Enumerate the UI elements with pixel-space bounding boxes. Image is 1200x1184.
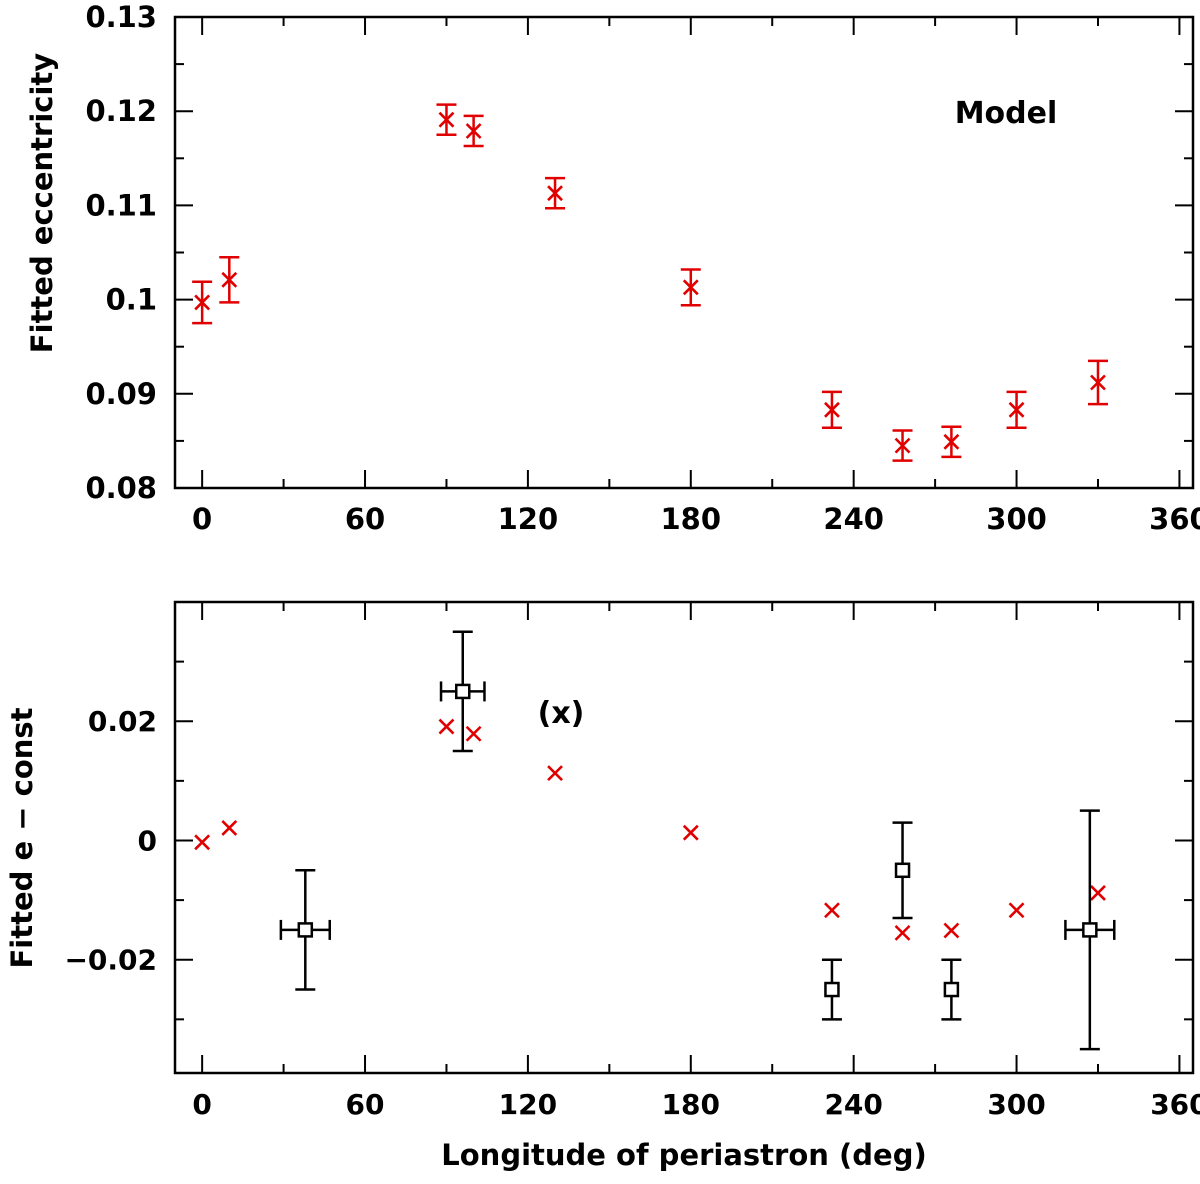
model-point-stroke [1008,401,1025,418]
model-point-stroke [547,185,563,202]
model-point-stroke [547,765,563,782]
model-point [943,922,960,939]
model-point-stroke [194,294,211,311]
panel-top: 0 60 120 180 240 300 360 0.08 0.09 0.1 0.11 0.12 0.1… [25,0,1200,536]
x-tick-label: 180 [662,1088,720,1121]
x-tick-label: 120 [499,1088,557,1121]
model-point-stroke [438,718,455,735]
y-tick-label: 0.08 [85,471,157,505]
observed-point [943,981,960,998]
model-point [1090,374,1106,391]
model-point-stroke [824,902,840,919]
panel-bottom: 0 60 120 180 240 300 360 −0.02 0 0.02 Fitted e − … [5,600,1200,1172]
x-tick-label: 0 [192,1088,211,1121]
y-tick-label: −0.02 [64,944,157,977]
model-point [438,718,455,735]
observed-point [455,683,471,700]
model-point [943,433,960,450]
model-point [824,902,840,919]
model-point-stroke [682,824,699,841]
x-tick-label: 120 [498,502,559,536]
x-tick-label: 240 [824,1088,882,1121]
x-axis-label: Longitude of periastron (deg) [441,1138,926,1172]
y-axis-label-top: Fitted eccentricity [25,53,59,353]
model-point-stroke [894,437,911,454]
x-tick-label: 60 [345,502,385,536]
observed-point [297,922,314,938]
model-point [1008,902,1025,919]
observed-point [1082,922,1098,938]
model-point [221,271,238,288]
model-point-stroke [943,922,960,939]
y-tick-label: 0.11 [85,188,157,222]
model-point [1008,401,1025,418]
y-tick-label: 0 [138,824,157,857]
y-tick-label: 0.02 [88,705,157,738]
x-tick-label: 180 [661,502,722,536]
model-point-stroke [465,123,482,139]
y-axis-label-bottom: Fitted e − const [5,707,39,968]
model-point-stroke [894,924,911,941]
model-point-stroke [824,401,840,418]
y-tick-label: 0.12 [85,94,157,128]
observed-point [824,981,840,998]
model-point-stroke [682,279,699,296]
model-point-stroke [943,433,960,450]
y-tick-label: 0.1 [106,283,157,317]
marks-bottom [194,630,1116,1051]
model-point [824,401,840,418]
model-point [465,123,482,139]
model-point-stroke [1090,885,1106,901]
model-point-stroke [221,820,238,836]
x-tick-label: 360 [1149,502,1200,536]
x-tick-label: 360 [1150,1088,1200,1121]
model-point-stroke [194,834,211,851]
model-point-stroke [465,725,482,742]
observed-point [894,862,911,879]
model-point [547,185,563,202]
model-point [438,111,455,128]
model-point [682,279,699,296]
x-tick-label: 0 [192,502,212,536]
model-point-stroke [221,271,238,288]
x-tick-label: 300 [987,1088,1045,1121]
model-point [194,294,211,311]
model-point-stroke [438,111,455,128]
model-point [547,765,563,782]
annotation-model: Model [955,96,1058,131]
model-point [894,437,911,454]
model-point [682,824,699,841]
axes-top: 0 60 120 180 240 300 360 0.08 0.09 0.1 0.11 0.12 0.1… [85,0,1200,536]
plot-frame-top [173,15,1195,490]
model-point [194,834,211,851]
plot-frame-bottom [173,600,1195,1075]
x-tick-label: 300 [986,502,1047,536]
model-point [221,820,238,836]
x-tick-label: 60 [346,1088,385,1121]
model-point-stroke [1008,902,1025,919]
y-tick-label: 0.09 [85,377,157,411]
model-point-stroke [1090,374,1106,391]
model-point [1090,885,1106,901]
axes-bottom: 0 60 120 180 240 300 360 −0.02 0 0.02 [64,602,1200,1121]
model-point [465,725,482,742]
model-point [894,924,911,941]
marks-top [192,103,1108,462]
annotation-x: (x) [538,696,585,731]
y-tick-label: 0.13 [85,0,157,34]
x-tick-label: 240 [823,502,884,536]
